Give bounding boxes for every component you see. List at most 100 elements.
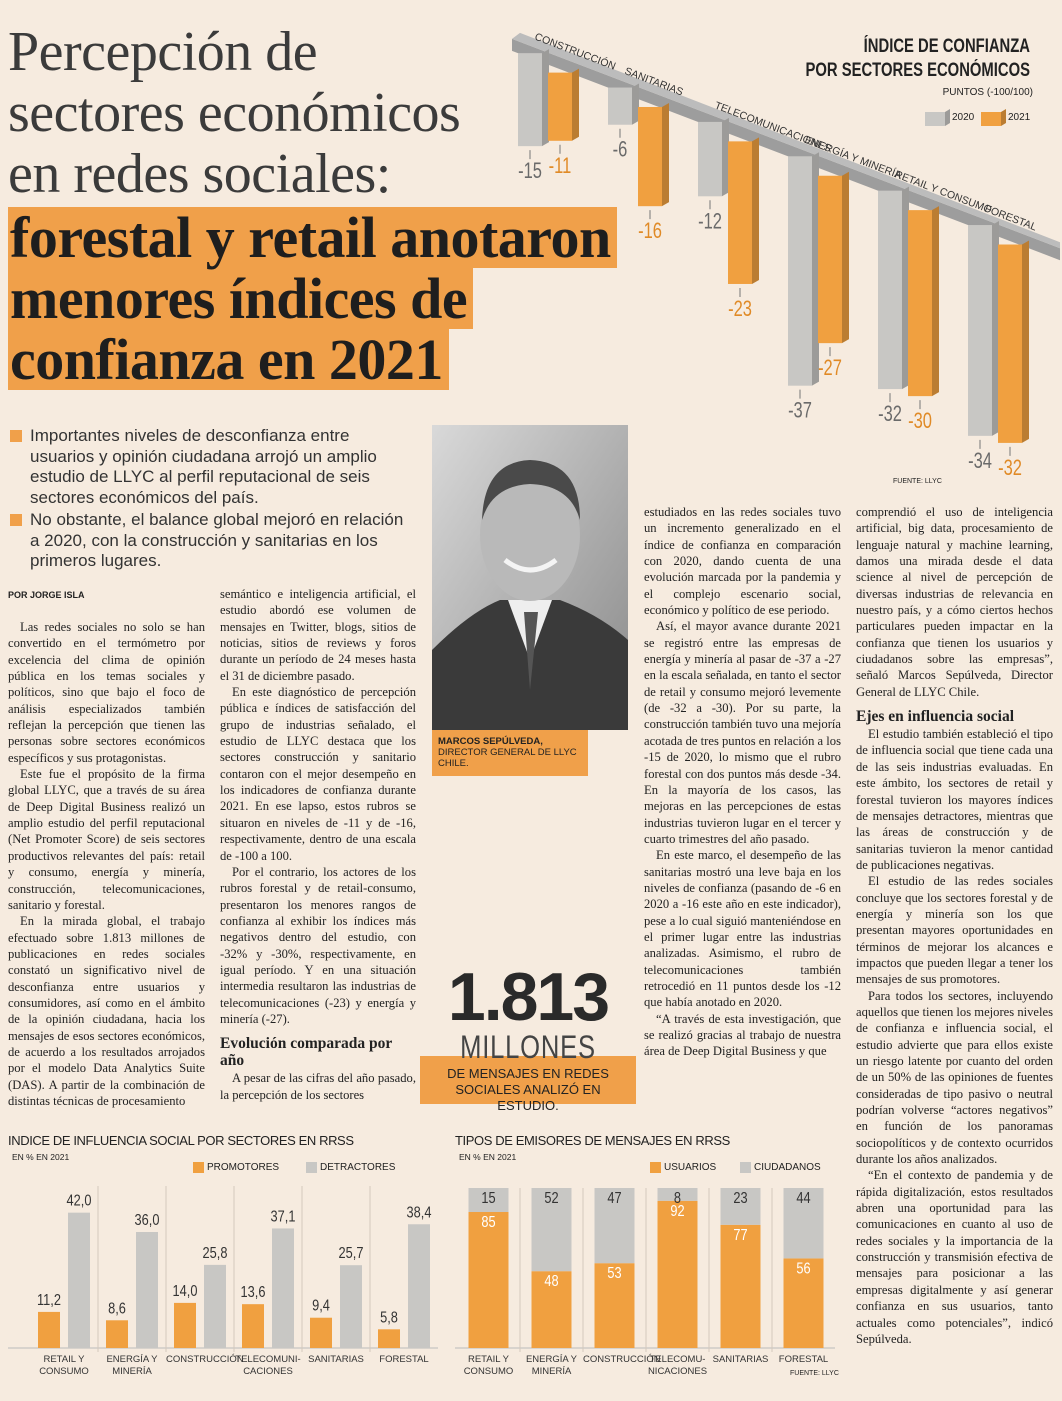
value-label: 42,0 — [67, 1192, 92, 1210]
value-label: -30 — [908, 409, 932, 434]
legend-swatch — [740, 1162, 751, 1173]
category-label: SANITARIAS — [712, 1354, 769, 1365]
value-label: 25,7 — [339, 1245, 364, 1263]
bar — [310, 1317, 332, 1348]
bar-shade — [992, 221, 999, 436]
value-label: 38,4 — [407, 1204, 432, 1222]
callout-unit: MILLONES — [460, 1029, 596, 1065]
headline-line: en redes sociales: — [8, 143, 391, 205]
bar-segment — [468, 1188, 509, 1212]
value-label: 23 — [733, 1190, 747, 1208]
paragraph: En la mirada global, el trabajo efectuad… — [8, 914, 205, 1108]
bar-shade — [752, 137, 759, 284]
value-label: 44 — [796, 1190, 810, 1208]
paragraph: comprendió el uso de inteligencia artifi… — [856, 505, 1053, 699]
chart-title: ÍNDICE DE CONFIANZA — [863, 36, 1030, 57]
category-label: CONSTRUCCIÓN — [583, 1354, 661, 1365]
bar-shade — [542, 49, 549, 147]
legend-label: 2020 — [952, 112, 975, 123]
value-label: -32 — [878, 402, 902, 427]
category-label: TELECOMU-NICACIONES — [647, 1354, 708, 1377]
paragraph: Por el contrario, los actores de los rub… — [220, 864, 416, 1026]
value-label: 13,6 — [241, 1284, 266, 1302]
bar — [518, 53, 542, 147]
bar — [408, 1224, 430, 1348]
paragraph: En este diagnóstico de percepción públic… — [220, 685, 416, 863]
bar-segment — [468, 1212, 509, 1348]
callout-number: 1.813 — [447, 959, 610, 1035]
value-label: 77 — [733, 1227, 747, 1245]
category-label: RETAIL Y CONSUMO — [463, 1354, 514, 1377]
bar — [340, 1265, 362, 1348]
bar — [38, 1311, 60, 1348]
bar-segment — [594, 1188, 635, 1264]
category-label: CONSTRUCCIÓN — [166, 1354, 244, 1365]
headline-highlight: confianza en 2021 — [8, 329, 449, 390]
column: Las redes sociales no solo se han conver… — [8, 619, 205, 1109]
value-label: 15 — [481, 1190, 495, 1208]
bar — [68, 1212, 90, 1348]
category-label: FORESTAL — [778, 1354, 829, 1365]
shelf-top — [512, 32, 1060, 249]
column: semántico e inteligencia artificial, el … — [220, 586, 416, 1103]
photo — [432, 425, 628, 730]
paragraph: El estudio de las redes sociales concluy… — [856, 874, 1053, 987]
bar — [998, 244, 1022, 443]
legend-label: 2021 — [1008, 112, 1031, 123]
paragraph: El estudio también estableció el tipo de… — [856, 727, 1053, 872]
paragraph: Así, el mayor avance durante 2021 se reg… — [644, 619, 841, 846]
category-label: SANITARIAS — [308, 1354, 364, 1365]
column: comprendió el uso de inteligencia artifi… — [856, 504, 1053, 1347]
paragraph: semántico e inteligencia artificial, el … — [220, 587, 416, 683]
chart-title: POR SECTORES ECONÓMICOS — [805, 60, 1030, 81]
headline-line: Percepción de — [8, 21, 318, 83]
chart-title: TIPOS DE EMISORES DE MENSAJES EN RRSS — [455, 1133, 730, 1148]
value-label: -37 — [788, 398, 812, 423]
category-label: ENERGÍA Y MINERÍA — [525, 1354, 578, 1377]
category-label: RETAIL Y CONSUMO — [39, 1354, 89, 1377]
callout: 1.813 MILLONES DE MENSAJES EN REDES SOCI… — [420, 962, 636, 1114]
paragraph: “En el contexto de pandemia y de rápida … — [856, 1168, 1053, 1346]
category-label: TELECOMUNI-CACIONES — [235, 1354, 301, 1377]
chart-subtitle: EN % EN 2021 — [12, 1152, 70, 1162]
bar — [204, 1264, 226, 1348]
value-label: -16 — [638, 219, 662, 244]
bar — [272, 1228, 294, 1348]
paragraph: Este fue el propósito de la firma global… — [8, 767, 205, 912]
legend-shade — [1001, 109, 1006, 126]
bar-shade — [1022, 240, 1029, 443]
legend-label: USUARIOS — [664, 1162, 717, 1173]
headline: Percepción de sectores económicos en redes… — [8, 22, 617, 390]
value-label: 5,8 — [380, 1309, 398, 1327]
headline-highlight: menores índices de — [8, 268, 474, 329]
value-label: 11,2 — [37, 1292, 61, 1310]
bar-segment — [531, 1271, 572, 1348]
subheading: Ejes en influencia social — [856, 708, 1015, 726]
value-label: -32 — [998, 456, 1022, 481]
value-label: 92 — [670, 1203, 684, 1221]
bar — [608, 87, 632, 125]
bar-shade — [632, 83, 639, 125]
bar-shade — [842, 171, 849, 344]
value-label: 85 — [481, 1214, 495, 1232]
value-label: -34 — [968, 449, 992, 474]
caption-role: DIRECTOR GENERAL DE LLYC CHILE. — [438, 747, 577, 769]
bullet: Importantes niveles de desconfianza entr… — [8, 426, 408, 508]
bar-segment — [720, 1188, 761, 1225]
value-label: -12 — [698, 209, 722, 234]
bar — [878, 190, 902, 390]
byline: POR JORGE ISLA — [8, 590, 85, 600]
photo-caption: MARCOS SEPÚLVEDA, DIRECTOR GENERAL DE LL… — [432, 730, 588, 776]
bar-shade — [662, 102, 669, 207]
bar-shade — [722, 117, 729, 197]
paragraph: estudiados en las redes sociales tuvo un… — [644, 505, 841, 618]
value-label: -6 — [613, 137, 628, 162]
bar-segment — [783, 1188, 824, 1259]
source: FUENTE: LLYC — [893, 478, 942, 485]
value-label: 14,0 — [173, 1283, 198, 1301]
bullet: No obstante, el balance global mejoró en… — [8, 510, 408, 572]
bar-segment — [657, 1188, 698, 1201]
legend-swatch — [925, 112, 945, 126]
